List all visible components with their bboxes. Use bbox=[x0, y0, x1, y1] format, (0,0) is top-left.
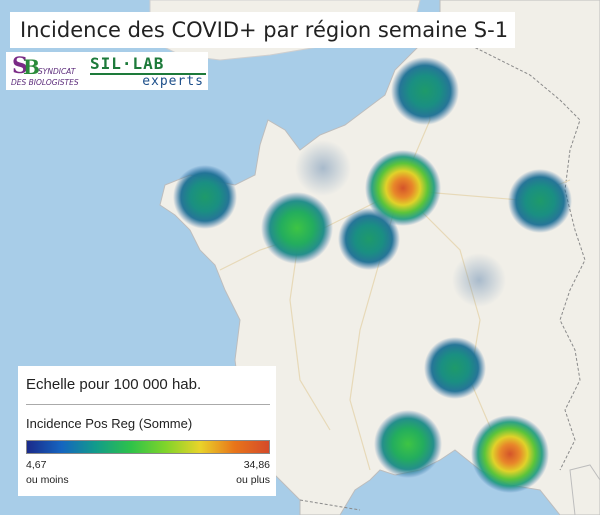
legend-min-label: ou moins bbox=[26, 474, 69, 486]
legend-min-value: 4,67 bbox=[26, 459, 47, 471]
syndicat-logo: S B SYNDICAT DES BIOLOGISTES bbox=[8, 54, 88, 88]
spain-border bbox=[299, 499, 361, 511]
map-title-box: Incidence des COVID+ par région semaine … bbox=[10, 12, 515, 48]
heat-spot-occitanie[interactable] bbox=[374, 410, 442, 478]
heat-spot-pays-de-la-loire[interactable] bbox=[261, 192, 333, 264]
heat-spot-bourgogne[interactable] bbox=[452, 253, 506, 307]
syndicat-mark-b: B bbox=[23, 55, 40, 79]
legend-max-label: ou plus bbox=[236, 474, 270, 486]
heat-spot-paca[interactable] bbox=[471, 415, 549, 493]
logo-box: S B SYNDICAT DES BIOLOGISTES SIL·LAB exp… bbox=[6, 52, 208, 90]
heat-spot-bretagne[interactable] bbox=[173, 165, 237, 229]
legend-color-scale bbox=[26, 440, 270, 454]
legend-divider bbox=[26, 404, 270, 405]
syndicat-line2: DES BIOLOGISTES bbox=[11, 78, 79, 87]
legend-title: Echelle pour 100 000 hab. bbox=[26, 376, 202, 393]
map-title: Incidence des COVID+ par région semaine … bbox=[20, 18, 509, 42]
sil-lab-logo: SIL·LAB experts bbox=[90, 54, 206, 89]
heat-spot-normandie[interactable] bbox=[295, 140, 351, 196]
national-border bbox=[439, 19, 586, 471]
heat-spot-ile-de-france[interactable] bbox=[365, 150, 441, 226]
legend-max-value: 34,86 bbox=[243, 459, 270, 471]
heat-spot-centre[interactable] bbox=[338, 208, 400, 270]
sil-lab-subtitle: experts bbox=[142, 74, 204, 89]
legend-panel: Echelle pour 100 000 hab. Incidence Pos … bbox=[18, 366, 276, 496]
syndicat-line1: SYNDICAT bbox=[38, 67, 76, 76]
sil-lab-rule bbox=[90, 73, 206, 75]
legend-field-name: Incidence Pos Reg (Somme) bbox=[26, 416, 193, 431]
sil-lab-title: SIL·LAB bbox=[90, 54, 165, 73]
heat-spot-hauts-de-france[interactable] bbox=[391, 57, 459, 125]
syndicat-mark-s: S bbox=[12, 53, 28, 79]
heat-spot-auvergne-rhone-alpes[interactable] bbox=[424, 337, 486, 399]
heat-spot-grand-est[interactable] bbox=[508, 169, 572, 233]
italy-coast bbox=[569, 464, 600, 515]
